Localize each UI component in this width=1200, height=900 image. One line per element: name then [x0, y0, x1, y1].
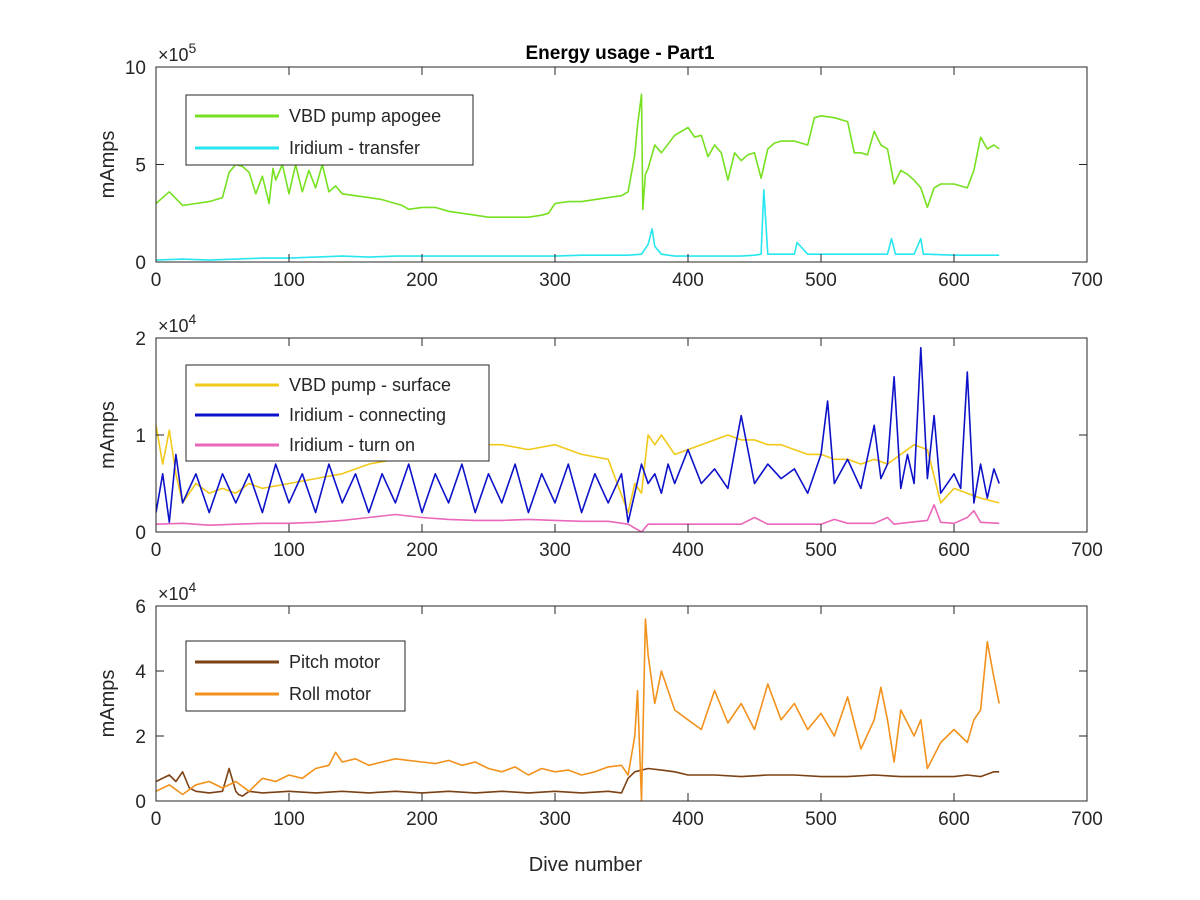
series-line-iridium-transfer: [156, 189, 1000, 261]
legend: VBD pump apogee Iridium - transfer: [185, 94, 474, 166]
legend-label: Pitch motor: [289, 652, 380, 672]
axes-box: [155, 605, 1088, 802]
x-tick-label: 700: [1071, 809, 1103, 830]
x-tick-label: 600: [938, 540, 970, 561]
legend-box: [185, 94, 474, 166]
series-line-iridium-connecting: [156, 346, 1000, 524]
y-tick-label: 4: [135, 662, 146, 683]
x-tick-label: 600: [938, 270, 970, 291]
legend-label: VBD pump - surface: [289, 375, 451, 395]
x-tick-label: 0: [151, 270, 162, 291]
x-tick-label: 500: [805, 540, 837, 561]
legend-label: Iridium - transfer: [289, 138, 420, 158]
y-tick-label: 10: [125, 58, 146, 79]
legend: VBD pump - surface Iridium - connecting Ir…: [185, 364, 490, 462]
x-tick-label: 200: [406, 270, 438, 291]
y-tick-label: 1: [135, 426, 146, 447]
y-tick-label: 0: [135, 253, 146, 274]
y-axis-label: mAmps: [97, 131, 119, 199]
legend-box: [185, 640, 406, 712]
series-line-vbd-pump-surface: [156, 425, 1000, 514]
x-tick-label: 600: [938, 809, 970, 830]
x-tick-label: 100: [273, 540, 305, 561]
series-line-roll-motor: [156, 618, 1000, 801]
x-tick-label: 500: [805, 809, 837, 830]
y-exponent-power: 5: [189, 40, 197, 56]
y-tick-label: 2: [135, 329, 146, 350]
y-tick-label: 6: [135, 597, 146, 618]
legend: Pitch motor Roll motor: [185, 640, 406, 712]
y-tick-label: 0: [135, 523, 146, 544]
series-line-vbd-pump-apogee: [156, 93, 1000, 218]
x-tick-label: 400: [672, 270, 704, 291]
x-tick-label: 400: [672, 540, 704, 561]
x-tick-label: 0: [151, 809, 162, 830]
y-tick-label: 0: [135, 792, 146, 813]
x-tick-label: 500: [805, 270, 837, 291]
x-tick-label: 300: [539, 809, 571, 830]
y-tick-label: 5: [135, 156, 146, 177]
series-line-iridium-turn-on: [156, 503, 1000, 532]
legend-label: Iridium - turn on: [289, 435, 415, 455]
y-axis-label: mAmps: [97, 401, 119, 469]
x-tick-label: 100: [273, 809, 305, 830]
x-tick-label: 200: [406, 809, 438, 830]
x-tick-label: 300: [539, 540, 571, 561]
series-line-pitch-motor: [156, 767, 1000, 797]
x-tick-label: 200: [406, 540, 438, 561]
x-tick-label: 700: [1071, 540, 1103, 561]
x-axis-label: Dive number: [529, 854, 643, 876]
x-tick-label: 300: [539, 270, 571, 291]
x-tick-label: 100: [273, 270, 305, 291]
x-tick-label: 0: [151, 540, 162, 561]
legend-label: VBD pump apogee: [289, 106, 441, 126]
x-tick-label: 700: [1071, 270, 1103, 291]
legend-label: Roll motor: [289, 684, 371, 704]
subplot-3: 0 100 200 300 400 500 600 7000246×104mAmpsDive …: [97, 579, 1103, 876]
x-tick-label: 400: [672, 809, 704, 830]
y-exponent-power: 4: [189, 579, 197, 595]
y-exponent-power: 4: [189, 311, 197, 327]
figure-title: Energy usage - Part1: [525, 43, 714, 64]
y-tick-label: 2: [135, 727, 146, 748]
y-axis-label: mAmps: [97, 670, 119, 738]
legend-label: Iridium - connecting: [289, 405, 446, 425]
